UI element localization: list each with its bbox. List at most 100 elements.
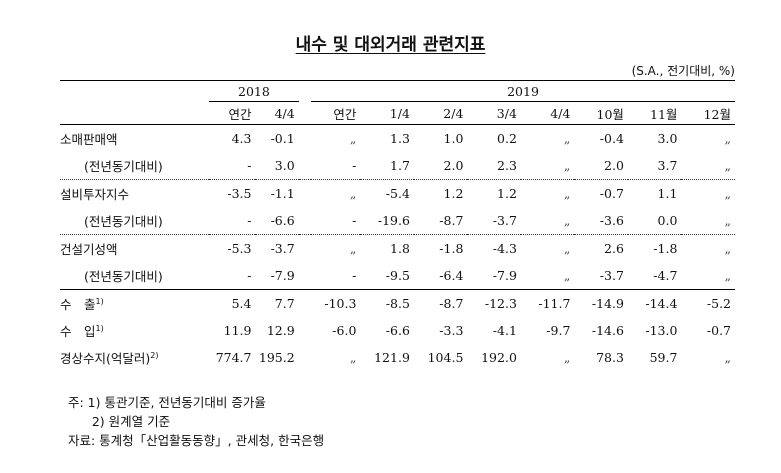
- table-cell: -5.4: [385, 186, 410, 201]
- table-cell: -4.1: [492, 323, 517, 338]
- table-cell: 0.2: [497, 131, 517, 146]
- footnotes: 주: 1) 통관기준, 전년동기대비 증가율 2) 원계열 기준 자료: 통계청…: [68, 393, 324, 450]
- header-year-2018: 2018: [209, 80, 299, 102]
- table-cell: „: [681, 152, 735, 180]
- table-cell: -3.7: [574, 262, 628, 290]
- table-cell: 1.1: [657, 186, 678, 201]
- table-cell: 2.0: [413, 152, 468, 180]
- table-cell: 2.0: [574, 152, 628, 180]
- table-cell: 78.3: [596, 350, 624, 365]
- table-cell: -6.6: [385, 323, 410, 338]
- table-cell: -4.3: [492, 241, 517, 256]
- table-row: 건설기성액 -5.3 -3.7 „ 1.8 -1.8 -4.3 „ 2.6 -1.8 „: [60, 235, 735, 263]
- table-cell: 1.2: [497, 186, 517, 201]
- header-period: 4/4: [255, 101, 299, 125]
- table-row: 수 출1) 5.4 7.7 -10.3 -8.5 -8.7 -12.3 -11.7 -14.9 -…: [60, 290, 735, 318]
- table-cell: 195.2: [258, 350, 295, 365]
- table-cell: 774.7: [215, 350, 252, 365]
- table-cell: 1.8: [390, 241, 410, 256]
- table-cell: „: [520, 152, 575, 180]
- table-cell: 5.4: [231, 296, 252, 311]
- table-cell: 7.7: [274, 296, 295, 311]
- table-cell: -9.7: [546, 323, 571, 338]
- row-label: 수 입1): [60, 323, 104, 339]
- header-period: 4/4: [520, 101, 575, 125]
- header-period: 11월: [627, 101, 682, 125]
- table-cell: -5.2: [706, 296, 731, 311]
- table-cell: -7.9: [255, 262, 299, 290]
- table-cell: -: [311, 207, 361, 235]
- header-year-2019: 2019: [311, 80, 735, 102]
- table-cell: -1.1: [270, 186, 295, 201]
- table-cell: -6.0: [332, 323, 357, 338]
- table-cell: 11.9: [223, 323, 252, 338]
- table-cell: „: [563, 350, 571, 365]
- table-cell: -0.4: [599, 131, 624, 146]
- table-cell: -13.0: [645, 323, 678, 338]
- table-cell: 192.0: [481, 350, 517, 365]
- table-cell: -9.5: [360, 262, 414, 290]
- table-row: (전년동기대비) -3.0-1.7 2.0 2.3 „ 2.0 3.7 „: [60, 152, 735, 180]
- table-cell: -14.6: [591, 323, 624, 338]
- footnote: 2) 원계열 기준: [68, 414, 171, 429]
- table-cell: -: [311, 152, 361, 180]
- table-cell: „: [724, 350, 731, 365]
- table-cell: -: [311, 262, 361, 290]
- table-cell: -6.4: [413, 262, 468, 290]
- table-cell: -8.5: [385, 296, 410, 311]
- table-cell: „: [681, 262, 735, 290]
- table-cell: -0.1: [270, 131, 295, 146]
- row-label: 설비투자지수: [60, 187, 130, 202]
- table-cell: -1.8: [439, 241, 464, 256]
- table-cell: -6.6: [255, 207, 299, 235]
- table-cell: -8.7: [413, 207, 468, 235]
- table-cell: „: [724, 241, 731, 256]
- row-label: 건설기성액: [60, 242, 118, 257]
- footnote-marker: 2): [150, 350, 159, 360]
- header-period: 1/4: [360, 101, 414, 125]
- footnote: 주: 1) 통관기준, 전년동기대비 증가율: [68, 395, 266, 410]
- table-cell: „: [349, 350, 357, 365]
- row-label: 소매판매액: [60, 132, 118, 147]
- table-cell: 4.3: [231, 131, 252, 146]
- table-cell: -0.7: [706, 323, 731, 338]
- header-period: 2/4: [413, 101, 468, 125]
- table-cell: -7.9: [467, 262, 521, 290]
- header-period: 3/4: [467, 101, 521, 125]
- header-blank: [60, 80, 210, 102]
- table-cell: 2.6: [604, 241, 624, 256]
- row-label: (전년동기대비): [60, 262, 210, 290]
- table-row: (전년동기대비) - -6.6- -19.6 -8.7 -3.7 „ -3.6 0.0 „: [60, 207, 735, 235]
- table-body: 소매판매액 4.3 -0.1 „ 1.3 1.0 0.2 „ -0.4 3.0 „ (전년동기대비) -…: [60, 125, 735, 372]
- table-cell: 3.0: [657, 131, 678, 146]
- table-cell: -5.3: [227, 241, 252, 256]
- table-cell: -0.7: [599, 186, 624, 201]
- table-row: 경상수지(억달러)2) 774.7 195.2 „ 121.9 104.5 192.0 „ 78…: [60, 344, 735, 371]
- row-label: (전년동기대비): [60, 152, 210, 180]
- table-cell: „: [520, 262, 575, 290]
- table-cell: 2.3: [467, 152, 521, 180]
- table-cell: 121.9: [374, 350, 410, 365]
- table-cell: -11.7: [538, 296, 571, 311]
- row-label: 경상수지(억달러)2): [60, 350, 159, 366]
- table-cell: -: [209, 207, 256, 235]
- table-cell: 1.7: [360, 152, 414, 180]
- table-row: 수 입1) 11.9 12.9 -6.0 -6.6 -3.3 -4.1 -9.7 -14.6 -1…: [60, 317, 735, 344]
- table-cell: 0.0: [627, 207, 682, 235]
- table-cell: -8.7: [439, 296, 464, 311]
- table-cell: „: [681, 207, 735, 235]
- table-cell: „: [349, 241, 357, 256]
- table-row: (전년동기대비) - -7.9- -9.5 -6.4 -7.9 „ -3.7 -4.7 „: [60, 262, 735, 290]
- table-cell: 104.5: [427, 350, 464, 365]
- table-cell: -3.6: [574, 207, 628, 235]
- footnote-marker: 1): [95, 296, 104, 306]
- table-cell: -3.7: [270, 241, 295, 256]
- table-cell: „: [724, 186, 731, 201]
- unit-note: (S.A., 전기대비, %): [631, 64, 735, 78]
- source-note: 자료: 통계청「산업활동동향」, 관세청, 한국은행: [68, 433, 325, 448]
- header-period: 연간: [209, 101, 256, 125]
- table-title: 내수 및 대외거래 관련지표: [295, 35, 486, 55]
- table-cell: „: [349, 131, 357, 146]
- table-cell: „: [724, 131, 731, 146]
- table-cell: -10.3: [324, 296, 357, 311]
